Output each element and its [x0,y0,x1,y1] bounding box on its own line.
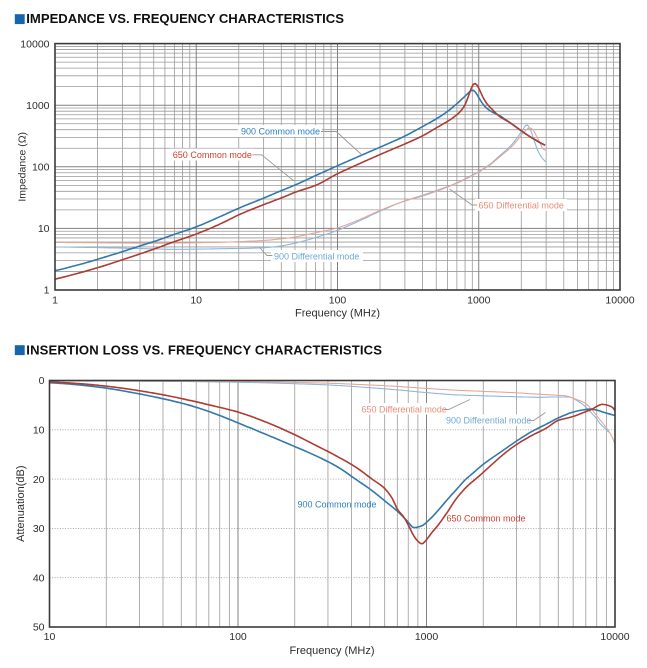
svg-text:Impedance (Ω): Impedance (Ω) [17,132,29,202]
svg-text:Frequency (MHz): Frequency (MHz) [290,645,375,657]
svg-text:900 Differential mode: 900 Differential mode [446,416,531,426]
svg-text:10000: 10000 [20,38,49,50]
svg-text:10: 10 [33,425,45,437]
svg-text:900 Common mode: 900 Common mode [298,500,377,510]
svg-text:Attenuation(dB): Attenuation(dB) [15,465,27,541]
svg-text:900 Common mode: 900 Common mode [241,127,320,137]
svg-text:100: 100 [229,631,247,643]
svg-text:1: 1 [52,295,58,307]
svg-text:650 Differential mode: 650 Differential mode [479,201,564,211]
svg-text:650 Common mode: 650 Common mode [173,150,252,160]
svg-text:10: 10 [38,223,50,235]
svg-text:10: 10 [44,631,56,643]
svg-text:1000: 1000 [415,631,439,643]
svg-text:IMPEDANCE VS. FREQUENCY CHARAC: IMPEDANCE VS. FREQUENCY CHARACTERISTICS [26,11,344,26]
svg-text:100: 100 [329,295,347,307]
svg-text:900 Differential mode: 900 Differential mode [274,252,359,262]
svg-text:650 Differential mode: 650 Differential mode [362,404,447,414]
svg-text:10000: 10000 [605,295,634,307]
svg-text:INSERTION LOSS VS. FREQUENCY C: INSERTION LOSS VS. FREQUENCY CHARACTERIS… [26,342,382,357]
svg-text:10000: 10000 [600,631,629,643]
svg-text:0: 0 [39,375,45,387]
svg-text:30: 30 [33,523,45,535]
svg-text:40: 40 [33,572,45,584]
svg-text:Frequency (MHz): Frequency (MHz) [295,308,380,320]
svg-text:20: 20 [33,474,45,486]
svg-text:650 Common mode: 650 Common mode [447,513,526,523]
svg-text:50: 50 [33,622,45,634]
svg-text:100: 100 [32,162,50,174]
svg-text:1000: 1000 [467,295,491,307]
svg-text:10: 10 [190,295,202,307]
svg-text:1000: 1000 [26,100,50,112]
svg-text:1: 1 [44,285,50,297]
